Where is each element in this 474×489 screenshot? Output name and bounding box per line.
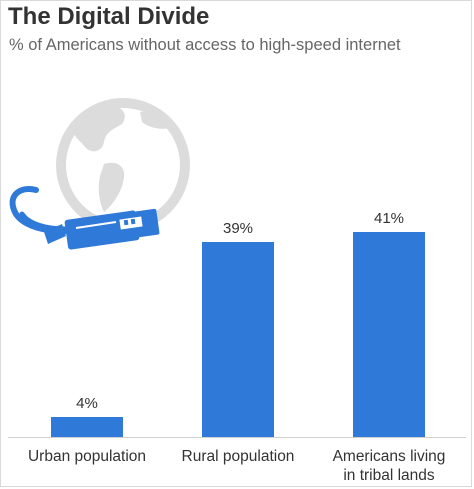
bar	[202, 242, 274, 437]
category-label: Rural population	[181, 448, 295, 465]
bar	[51, 417, 123, 437]
data-label: 4%	[76, 395, 98, 412]
chart-subtitle: % of Americans without access to high-sp…	[9, 36, 401, 54]
bar	[353, 232, 425, 437]
category-label: Urban population	[27, 448, 147, 465]
category-label: Americans living in tribal lands	[332, 448, 446, 484]
data-label: 39%	[222, 220, 254, 237]
data-label: 41%	[373, 210, 405, 227]
chart-title: The Digital Divide	[8, 3, 210, 30]
